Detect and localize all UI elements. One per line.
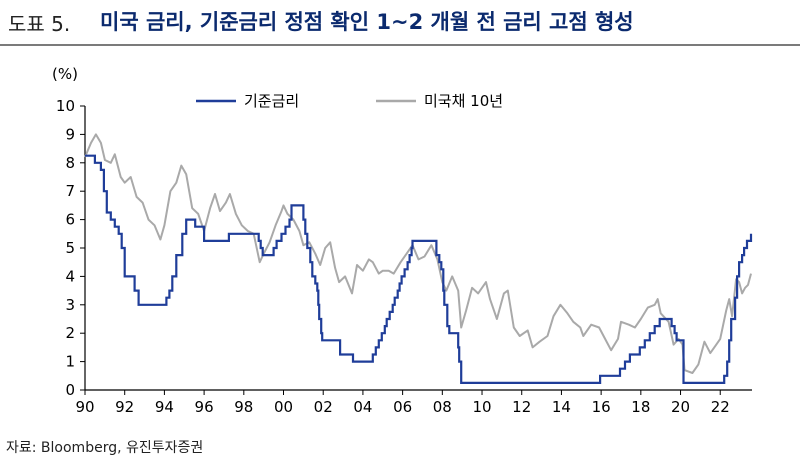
x-tick-label: 94 <box>155 398 174 416</box>
x-tick-label: 12 <box>512 398 531 416</box>
figure-label: 도표 5. <box>8 12 71 36</box>
x-tick-label: 90 <box>75 398 94 416</box>
x-tick-label: 00 <box>274 398 293 416</box>
source-note: 자료: Bloomberg, 유진투자증권 <box>6 440 204 456</box>
x-tick-label: 20 <box>671 398 690 416</box>
x-tick-label: 96 <box>195 398 214 416</box>
x-tick-label: 92 <box>115 398 134 416</box>
series-line-treasury-10y <box>84 133 752 374</box>
x-tick-label: 02 <box>314 398 333 416</box>
x-tick-label: 18 <box>631 398 650 416</box>
legend: 기준금리 미국채 10년 <box>196 92 503 110</box>
y-tick-label: 10 <box>56 97 75 115</box>
header-divider <box>0 44 800 46</box>
y-tick-label: 2 <box>65 324 75 342</box>
y-tick-label: 5 <box>65 239 75 257</box>
x-tick-label: 06 <box>393 398 412 416</box>
x-tick-label: 14 <box>552 398 571 416</box>
legend-label-policy-rate: 기준금리 <box>244 92 299 110</box>
x-tick-label: 10 <box>472 398 491 416</box>
report-header: 도표 5. 미국 금리, 기준금리 정점 확인 1~2 개월 전 금리 고점 형… <box>0 0 800 40</box>
y-tick-label: 8 <box>65 154 75 172</box>
x-tick-label: 98 <box>234 398 253 416</box>
x-tick-label: 22 <box>711 398 730 416</box>
y-tick-label: 3 <box>65 296 75 314</box>
y-tick-label: 7 <box>65 182 75 200</box>
series-line-policy-rate <box>85 154 753 384</box>
plot-area <box>84 133 753 384</box>
x-tick-label: 08 <box>433 398 452 416</box>
y-axis-unit-label: (%) <box>52 65 78 83</box>
y-tick-label: 1 <box>65 353 75 371</box>
y-tick-label: 4 <box>65 267 75 285</box>
legend-label-treasury-10y: 미국채 10년 <box>424 92 503 110</box>
x-tick-label: 04 <box>353 398 372 416</box>
chart-title: 미국 금리, 기준금리 정점 확인 1~2 개월 전 금리 고점 형성 <box>100 10 634 34</box>
y-tick-label: 0 <box>65 381 75 399</box>
y-tick-label: 9 <box>65 125 75 143</box>
y-tick-label: 6 <box>65 211 75 229</box>
x-tick-label: 16 <box>592 398 611 416</box>
